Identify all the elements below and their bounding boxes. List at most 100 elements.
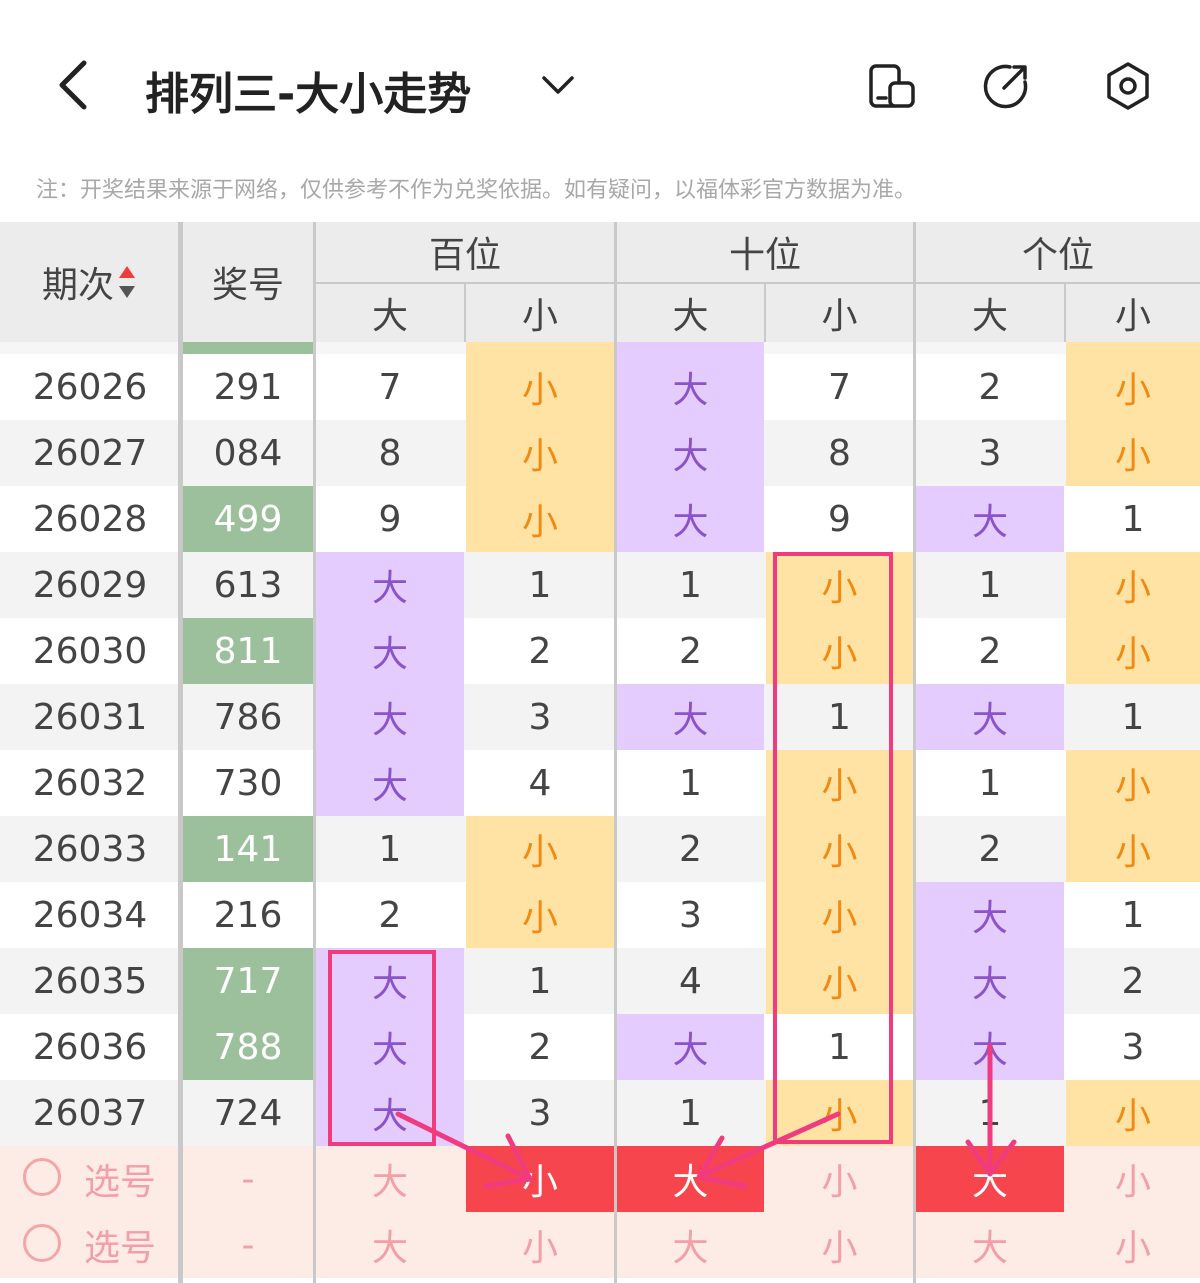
- trend-cell: 小: [766, 948, 913, 1014]
- period-header[interactable]: 期次: [0, 222, 180, 342]
- subheader-big: 大: [371, 296, 408, 337]
- trend-cell: 小: [1066, 1080, 1200, 1146]
- pick-option[interactable]: 大: [971, 1228, 1008, 1269]
- pick-option[interactable]: 大: [371, 1228, 408, 1269]
- pick-radio[interactable]: [23, 1158, 61, 1196]
- trend-cell: 大: [617, 420, 764, 486]
- period-cell: 26032: [32, 762, 148, 804]
- sort-icon[interactable]: [116, 262, 138, 302]
- pick-option[interactable]: 小: [821, 1162, 858, 1203]
- trend-cell: 2: [978, 630, 1002, 672]
- pick-option[interactable]: 大: [916, 1146, 1064, 1212]
- page-title[interactable]: 排列三-大小走势: [145, 69, 472, 120]
- trend-cell: 8: [828, 432, 851, 474]
- trend-cell: 1: [978, 1092, 1002, 1134]
- trend-cell: 小: [1066, 420, 1200, 486]
- trend-cell: 大: [916, 882, 1064, 948]
- dropdown-chevron-icon[interactable]: [538, 70, 578, 100]
- divider: [1064, 284, 1066, 342]
- trend-cell: 小: [1066, 816, 1200, 882]
- trend-cell: 1: [1121, 498, 1145, 540]
- subheader-big: 大: [672, 296, 709, 337]
- trend-cell: 1: [528, 960, 552, 1002]
- winning-number-cell: 811: [183, 618, 313, 684]
- trend-cell: 大: [617, 684, 764, 750]
- winning-number-cell: 084: [213, 432, 283, 474]
- trend-cell: 大: [316, 1014, 464, 1080]
- trend-cell: 2: [978, 828, 1002, 870]
- trend-cell: 1: [528, 564, 552, 606]
- table-header: 期次 奖号 百位 十位 个位 大 小 大 小 大 小: [0, 222, 1200, 342]
- split-screen-icon[interactable]: [866, 60, 918, 112]
- pick-option[interactable]: 小: [1114, 1228, 1151, 1269]
- trend-cell: 1: [378, 828, 402, 870]
- pick-option[interactable]: 大: [371, 1162, 408, 1203]
- trend-cell: 1: [978, 762, 1002, 804]
- trend-cell: 小: [466, 420, 614, 486]
- number-header: 奖号: [211, 265, 284, 306]
- winning-number-cell: 730: [213, 762, 283, 804]
- period-cell: 26027: [32, 432, 148, 474]
- trend-cell: 大: [316, 618, 464, 684]
- trend-cell: 大: [316, 684, 464, 750]
- table-row: 26030 811 大 2 2 小 2 小: [0, 618, 1200, 684]
- period-cell: 26026: [32, 366, 148, 408]
- divider: [316, 282, 1200, 284]
- period-cell: 26031: [32, 696, 148, 738]
- pick-row: 选号 - 大 小 大 小 大 小: [0, 1212, 1200, 1278]
- table-row: 26036 788 大 2 大 1 大 3: [0, 1014, 1200, 1080]
- divider: [614, 222, 617, 1283]
- trend-cell: 4: [528, 762, 552, 804]
- pick-option[interactable]: 小: [1114, 1162, 1151, 1203]
- winning-number-cell: 291: [213, 366, 283, 408]
- pick-radio[interactable]: [23, 1224, 61, 1262]
- share-icon[interactable]: [980, 60, 1032, 112]
- trend-cell: 大: [916, 948, 1064, 1014]
- trend-cell: 9: [378, 498, 402, 540]
- top-bar: 排列三-大小走势: [0, 0, 1200, 170]
- period-cell: 26029: [32, 564, 148, 606]
- trend-cell: 1: [1121, 696, 1145, 738]
- trend-cell: 小: [1066, 618, 1200, 684]
- pick-option[interactable]: 小: [821, 1228, 858, 1269]
- group-header-hundreds: 百位: [428, 235, 501, 276]
- trend-cell: 大: [617, 486, 764, 552]
- table-row: 26031 786 大 3 大 1 大 1: [0, 684, 1200, 750]
- trend-cell: 2: [528, 630, 552, 672]
- winning-number-cell: 788: [183, 1014, 313, 1080]
- settings-icon[interactable]: [1102, 60, 1154, 112]
- divider: [464, 284, 466, 342]
- trend-cell: 2: [978, 366, 1002, 408]
- subheader-small: 小: [821, 296, 858, 337]
- trend-cell: 小: [1066, 354, 1200, 420]
- trend-cell: 小: [766, 618, 913, 684]
- trend-cell: 大: [316, 750, 464, 816]
- pick-option[interactable]: 大: [672, 1228, 709, 1269]
- trend-cell: 1: [978, 564, 1002, 606]
- trend-cell: 小: [466, 486, 614, 552]
- trend-cell: 1: [1121, 894, 1145, 936]
- group-header-tens: 十位: [728, 235, 801, 276]
- trend-cell: 2: [679, 828, 702, 870]
- trend-cell: 大: [916, 1014, 1064, 1080]
- pick-option[interactable]: 小: [521, 1228, 558, 1269]
- trend-cell: 大: [316, 552, 464, 618]
- trend-cell: 1: [828, 1026, 851, 1068]
- divider: [764, 284, 766, 342]
- winning-number-cell: 216: [213, 894, 283, 936]
- trend-cell: 9: [828, 498, 851, 540]
- trend-cell: 小: [766, 882, 913, 948]
- trend-cell: 1: [679, 762, 702, 804]
- winning-number-cell: 499: [183, 486, 313, 552]
- pick-option[interactable]: 小: [466, 1146, 614, 1212]
- subheader-big: 大: [971, 296, 1008, 337]
- winning-number-cell: 613: [213, 564, 283, 606]
- trend-cell: 3: [528, 696, 552, 738]
- trend-cell: 大: [316, 1080, 464, 1146]
- pick-option[interactable]: 大: [617, 1146, 764, 1212]
- back-icon[interactable]: [50, 55, 110, 115]
- trend-cell: 大: [916, 486, 1064, 552]
- trend-cell: 小: [1066, 750, 1200, 816]
- trend-cell: 1: [679, 564, 702, 606]
- pick-number: -: [241, 1158, 255, 1200]
